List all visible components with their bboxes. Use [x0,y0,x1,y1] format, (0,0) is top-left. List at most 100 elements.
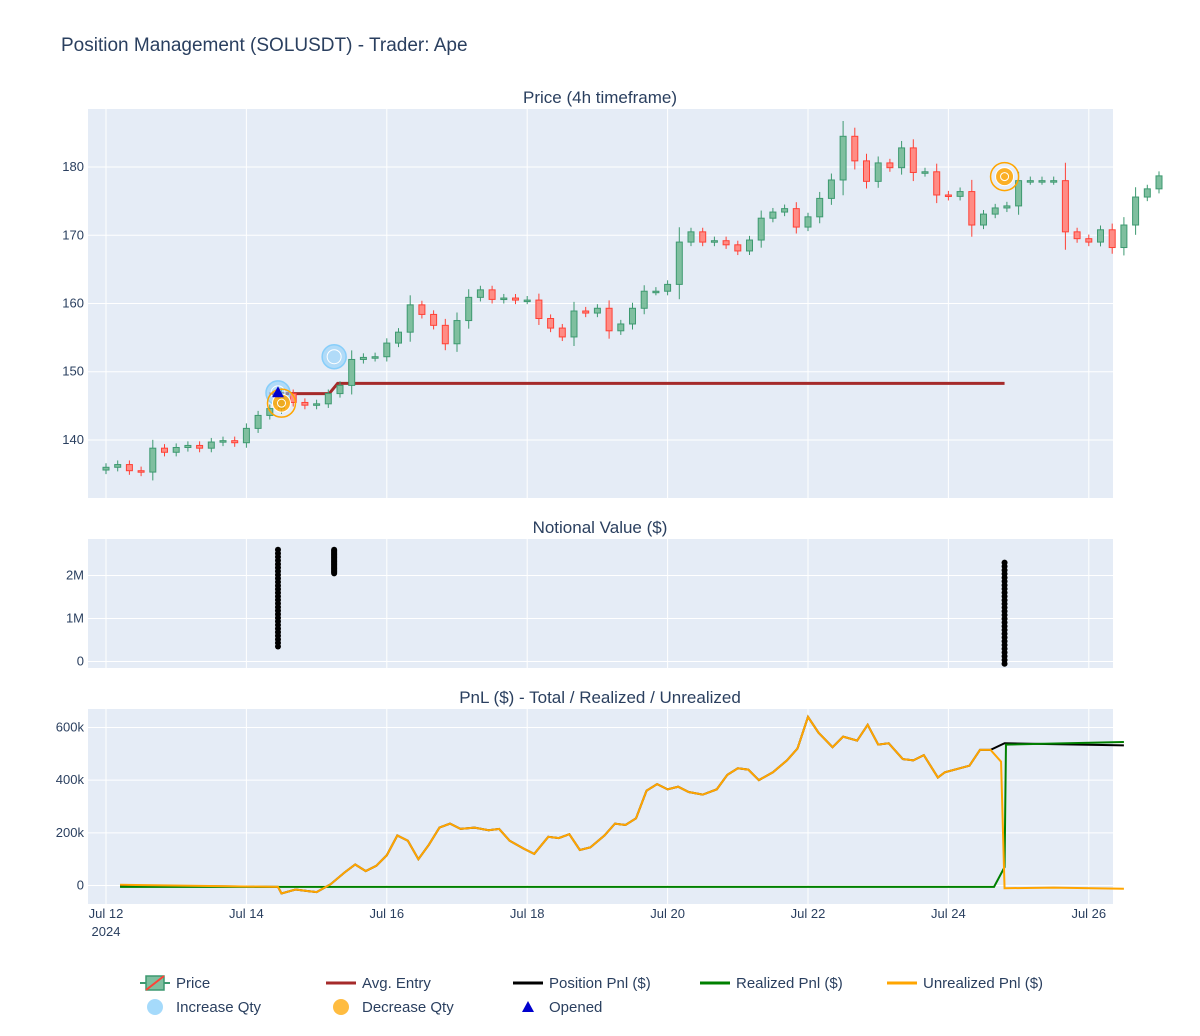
candle-body [664,283,672,292]
pnl-grid: 0 200k 400k 600k [56,709,1113,904]
candle-body [769,211,777,219]
legend-item: Avg. Entry [326,975,431,992]
candle-body [617,323,625,332]
legend-label: Position Pnl ($) [549,975,651,992]
chart-title: Position Management (SOLUSDT) - Trader: … [61,35,468,56]
legend-label: Avg. Entry [362,975,431,992]
increase-marker [321,343,347,370]
avg-entry-line [269,381,1005,396]
candle-body [827,179,835,199]
candle-body [395,331,402,344]
candle-body [137,470,145,473]
candle-body [640,290,648,309]
decrease-marker [995,167,1015,187]
legend-label: Unrealized Pnl ($) [923,975,1043,992]
candle-body [324,393,332,405]
candle-body [161,447,168,453]
x-tick-label: Jul 12 [89,906,124,921]
x-tick-label: Jul 16 [369,906,404,921]
y-tick-label: 140 [62,432,84,447]
candle-body [804,216,812,228]
y-tick-label: 2M [66,568,84,583]
candle-body [547,318,555,329]
candle-body [512,297,519,301]
legend-item: Position Pnl ($) [513,975,651,992]
decrease-marker-ring [266,388,297,418]
legend-item: Opened [522,999,602,1016]
y-tick-label: 170 [62,227,84,242]
candle-body [944,194,952,197]
candle-body [956,191,964,197]
candle-body [418,304,426,315]
candle-body [851,135,859,162]
x-tick-label: Jul 26 [1071,906,1106,921]
notional-point [274,546,281,553]
candle-body [336,384,344,395]
trade-markers [265,161,1020,418]
candle-body [558,327,566,338]
price-panel: Price (4h timeframe) 140 150 160 170 180 [62,88,1163,498]
legend-item: Price [140,975,210,992]
increase-marker-ring [326,349,342,365]
candle-body [933,171,941,196]
candle-body [1108,229,1116,249]
x-tick-label: Jul 24 [931,906,966,921]
candle-body [734,244,742,252]
candle-body [184,444,192,448]
candle-body [371,356,379,359]
candle-body [1120,224,1128,249]
candle-body [231,440,239,444]
notional-grid: 0 1M 2M [66,539,1113,669]
candle-body [863,160,870,182]
decrease-marker-ring [989,161,1020,192]
legend-item: Realized Pnl ($) [700,975,843,992]
candle-body [359,356,367,360]
candle-body [219,440,227,443]
candle-body [476,289,484,298]
candle-body [441,324,449,345]
candle-body [383,342,391,358]
legend-item: Unrealized Pnl ($) [887,975,1043,992]
y-tick-label: 160 [62,296,84,311]
candle-body [722,240,730,246]
candle-body [1038,180,1046,183]
y-tick-label: 180 [62,159,84,174]
y-tick-label: 400k [56,772,85,787]
candle-body [500,297,508,301]
candle-body [1143,188,1151,198]
candle-body [1026,180,1034,183]
legend-label: Increase Qty [176,999,262,1016]
candle-body [1085,238,1093,243]
candle-body [535,299,543,320]
candle-body [991,207,999,215]
candle-body [1073,231,1081,240]
candle-body [149,447,157,473]
candle-body [114,464,122,468]
legend-item: Increase Qty [147,999,262,1016]
notional-plot-area [88,539,1113,668]
legend-label: Price [176,975,210,992]
y-tick-label: 0 [77,878,84,893]
candle-body [909,147,917,173]
pnl-panel-title: PnL ($) - Total / Realized / Unrealized [459,688,741,707]
y-tick-label: 0 [77,654,84,669]
notional-point [331,546,338,553]
candle-body [757,217,765,241]
candle-body [1050,180,1058,183]
y-tick-label: 1M [66,611,84,626]
pnl-series [120,714,1124,895]
y-tick-label: 200k [56,825,85,840]
candle-body [465,296,473,322]
candle-body [921,171,929,174]
x-tick-label: Jul 22 [791,906,826,921]
candle-body [1132,196,1140,226]
x-tick-label: Jul 20 [650,906,685,921]
candle-body [125,464,133,472]
candle-body [886,162,894,169]
x-tick-label: Jul 14 [229,906,264,921]
candle-body [242,427,250,444]
circle-icon [333,999,349,1015]
x-tick-label: Jul 18 [510,906,545,921]
candle-body [593,307,601,314]
candle-body [207,441,215,449]
